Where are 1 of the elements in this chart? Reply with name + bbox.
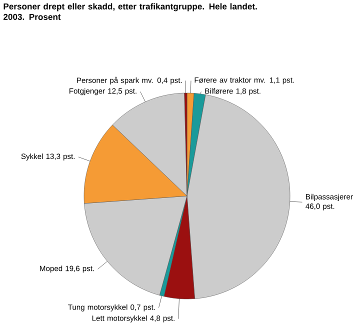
chart-title: Personer drept eller skadd, etter trafikantgruppe. Hele landet. 2003. Prosent (3, 3, 257, 20)
